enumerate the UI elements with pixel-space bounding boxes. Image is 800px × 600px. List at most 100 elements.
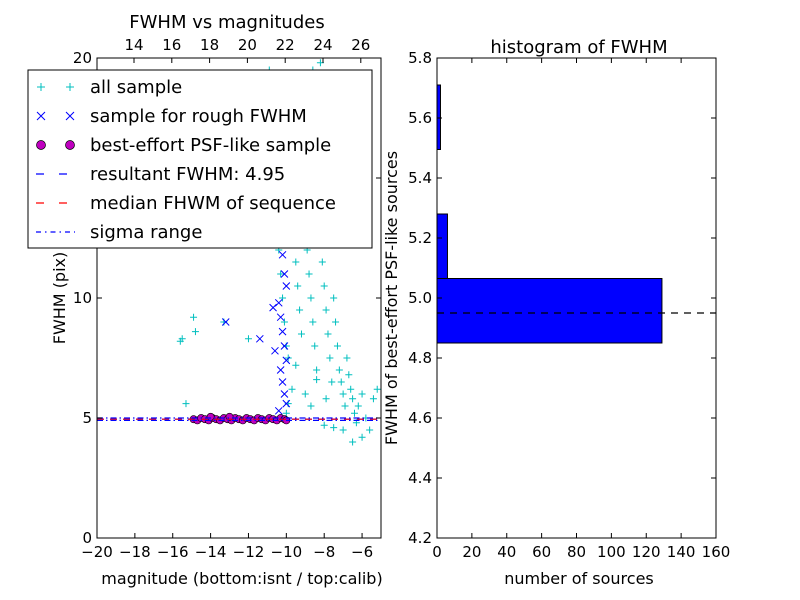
all-sample-point [335,366,343,374]
legend-label: all sample [90,77,182,98]
top-tick-label: 26 [351,36,370,54]
rough-fwhm-point [276,366,285,374]
legend-label: best-effort PSF-like sample [90,135,331,156]
legend-entry: best-effort PSF-like sample [36,135,331,156]
y-tick-label: 5.6 [408,109,432,127]
scatter-reference-lines [97,417,381,421]
all-sample-point [333,342,341,350]
rough-fwhm-point [278,250,287,259]
histogram-bar [436,213,448,279]
rough-fwhm-point [282,282,291,290]
rough-fwhm-point [276,313,285,322]
all-sample-point [279,294,287,302]
legend-entry: sample for rough FWHM [36,106,307,127]
all-sample-point [307,294,315,302]
histogram-title: histogram of FWHM [490,37,667,58]
top-tick-label: 20 [238,36,257,54]
all-sample-point [358,433,366,441]
all-sample-point [350,409,358,417]
all-sample-point [358,390,366,398]
all-sample-point [307,402,315,410]
rough-fwhm-point [274,298,283,307]
all-sample-point [324,330,332,338]
legend-label: resultant FWHM: 4.95 [90,164,285,185]
x-tick-label: −12 [233,543,265,561]
all-sample-point [337,378,345,386]
all-sample-point [244,335,252,343]
legend-circle-marker [65,140,75,150]
x-tick-label: −20 [81,543,113,561]
y-tick-label: 5.0 [408,289,432,307]
rough-fwhm-point [280,390,289,398]
all-sample-point [313,366,321,374]
rough-fwhm-point [255,334,264,343]
all-sample-point [369,395,377,403]
all-sample-point [343,354,351,362]
rough-fwhm-point [278,327,287,336]
all-sample-point [332,318,340,326]
x-tick-label: 140 [667,543,696,561]
all-sample-point [341,402,349,410]
histogram-x-label: number of sources [504,569,654,588]
rough-fwhm-point [221,318,230,326]
y-tick-label: 4.4 [408,469,432,487]
legend-plus-marker [37,83,45,91]
rough-fwhm-point [282,399,291,408]
all-sample-point [288,385,296,393]
legend-circle-marker [36,140,46,150]
all-sample-point [309,318,317,326]
x-tick-label: −8 [313,543,335,561]
y-tick-label: 4.8 [408,349,432,367]
histogram-y-axis: 4.2 4.4 4.6 4.8 5.0 5.2 5.4 5.6 5.8 [408,49,716,547]
y-tick-label: 5.2 [408,229,432,247]
top-tick-label: 14 [124,36,143,54]
all-sample-point [330,424,338,432]
legend-label: sample for rough FWHM [90,106,307,127]
all-sample-point [347,385,355,393]
all-sample-point [305,270,313,278]
x-tick-label: −18 [119,543,151,561]
rough-fwhm-point [269,303,277,312]
all-sample-point [297,330,305,338]
all-sample-point [320,421,328,429]
scatter-top-axis: 14 16 18 20 22 24 26 [124,36,370,63]
legend-entry: all sample [37,77,182,98]
x-tick-label: 100 [597,543,626,561]
x-tick-label: −10 [271,543,303,561]
rough-fwhm-point [280,270,289,278]
all-sample-point [326,354,334,362]
all-sample-point [292,361,300,369]
x-tick-label: −16 [157,543,189,561]
all-sample-point [349,395,357,403]
all-sample-point [182,400,190,408]
all-sample-point [328,378,336,386]
y-tick-label: 20 [73,49,92,67]
x-tick-label: 160 [702,543,731,561]
top-tick-label: 18 [200,36,219,54]
scatter-title: FWHM vs magnitudes [129,12,324,33]
all-sample-point [311,342,319,350]
legend-label: median FHWM of sequence [90,193,336,214]
legend-x-marker [36,111,46,121]
histogram-bar [436,84,441,150]
all-sample-point [280,318,288,326]
all-sample-point [282,409,290,417]
scatter-x-label: magnitude (bottom:isnt / top:calib) [101,569,382,588]
y-tick-label: 5 [82,409,92,427]
all-sample-point [366,426,374,434]
all-sample-point [322,306,330,314]
legend: all sample sample for rough FWHM best-effo… [27,69,373,249]
histogram-plot: 0 20 40 60 80 100 120 140 160 4.2 4.4 4.6 4.8 5.0 5.2… [382,37,730,588]
all-sample-point [178,335,186,343]
all-sample-point [277,270,285,278]
x-tick-label: 40 [497,543,516,561]
rough-fwhm-point [280,342,289,350]
x-tick-label: 60 [532,543,551,561]
x-tick-label: −14 [195,543,227,561]
y-tick-label: 4.2 [408,529,432,547]
histogram-x-axis: 0 20 40 60 80 100 120 140 160 [432,58,730,561]
histogram-bar [436,278,663,344]
legend-entry: resultant FWHM: 4.95 [36,164,285,185]
all-sample-point [345,371,353,379]
